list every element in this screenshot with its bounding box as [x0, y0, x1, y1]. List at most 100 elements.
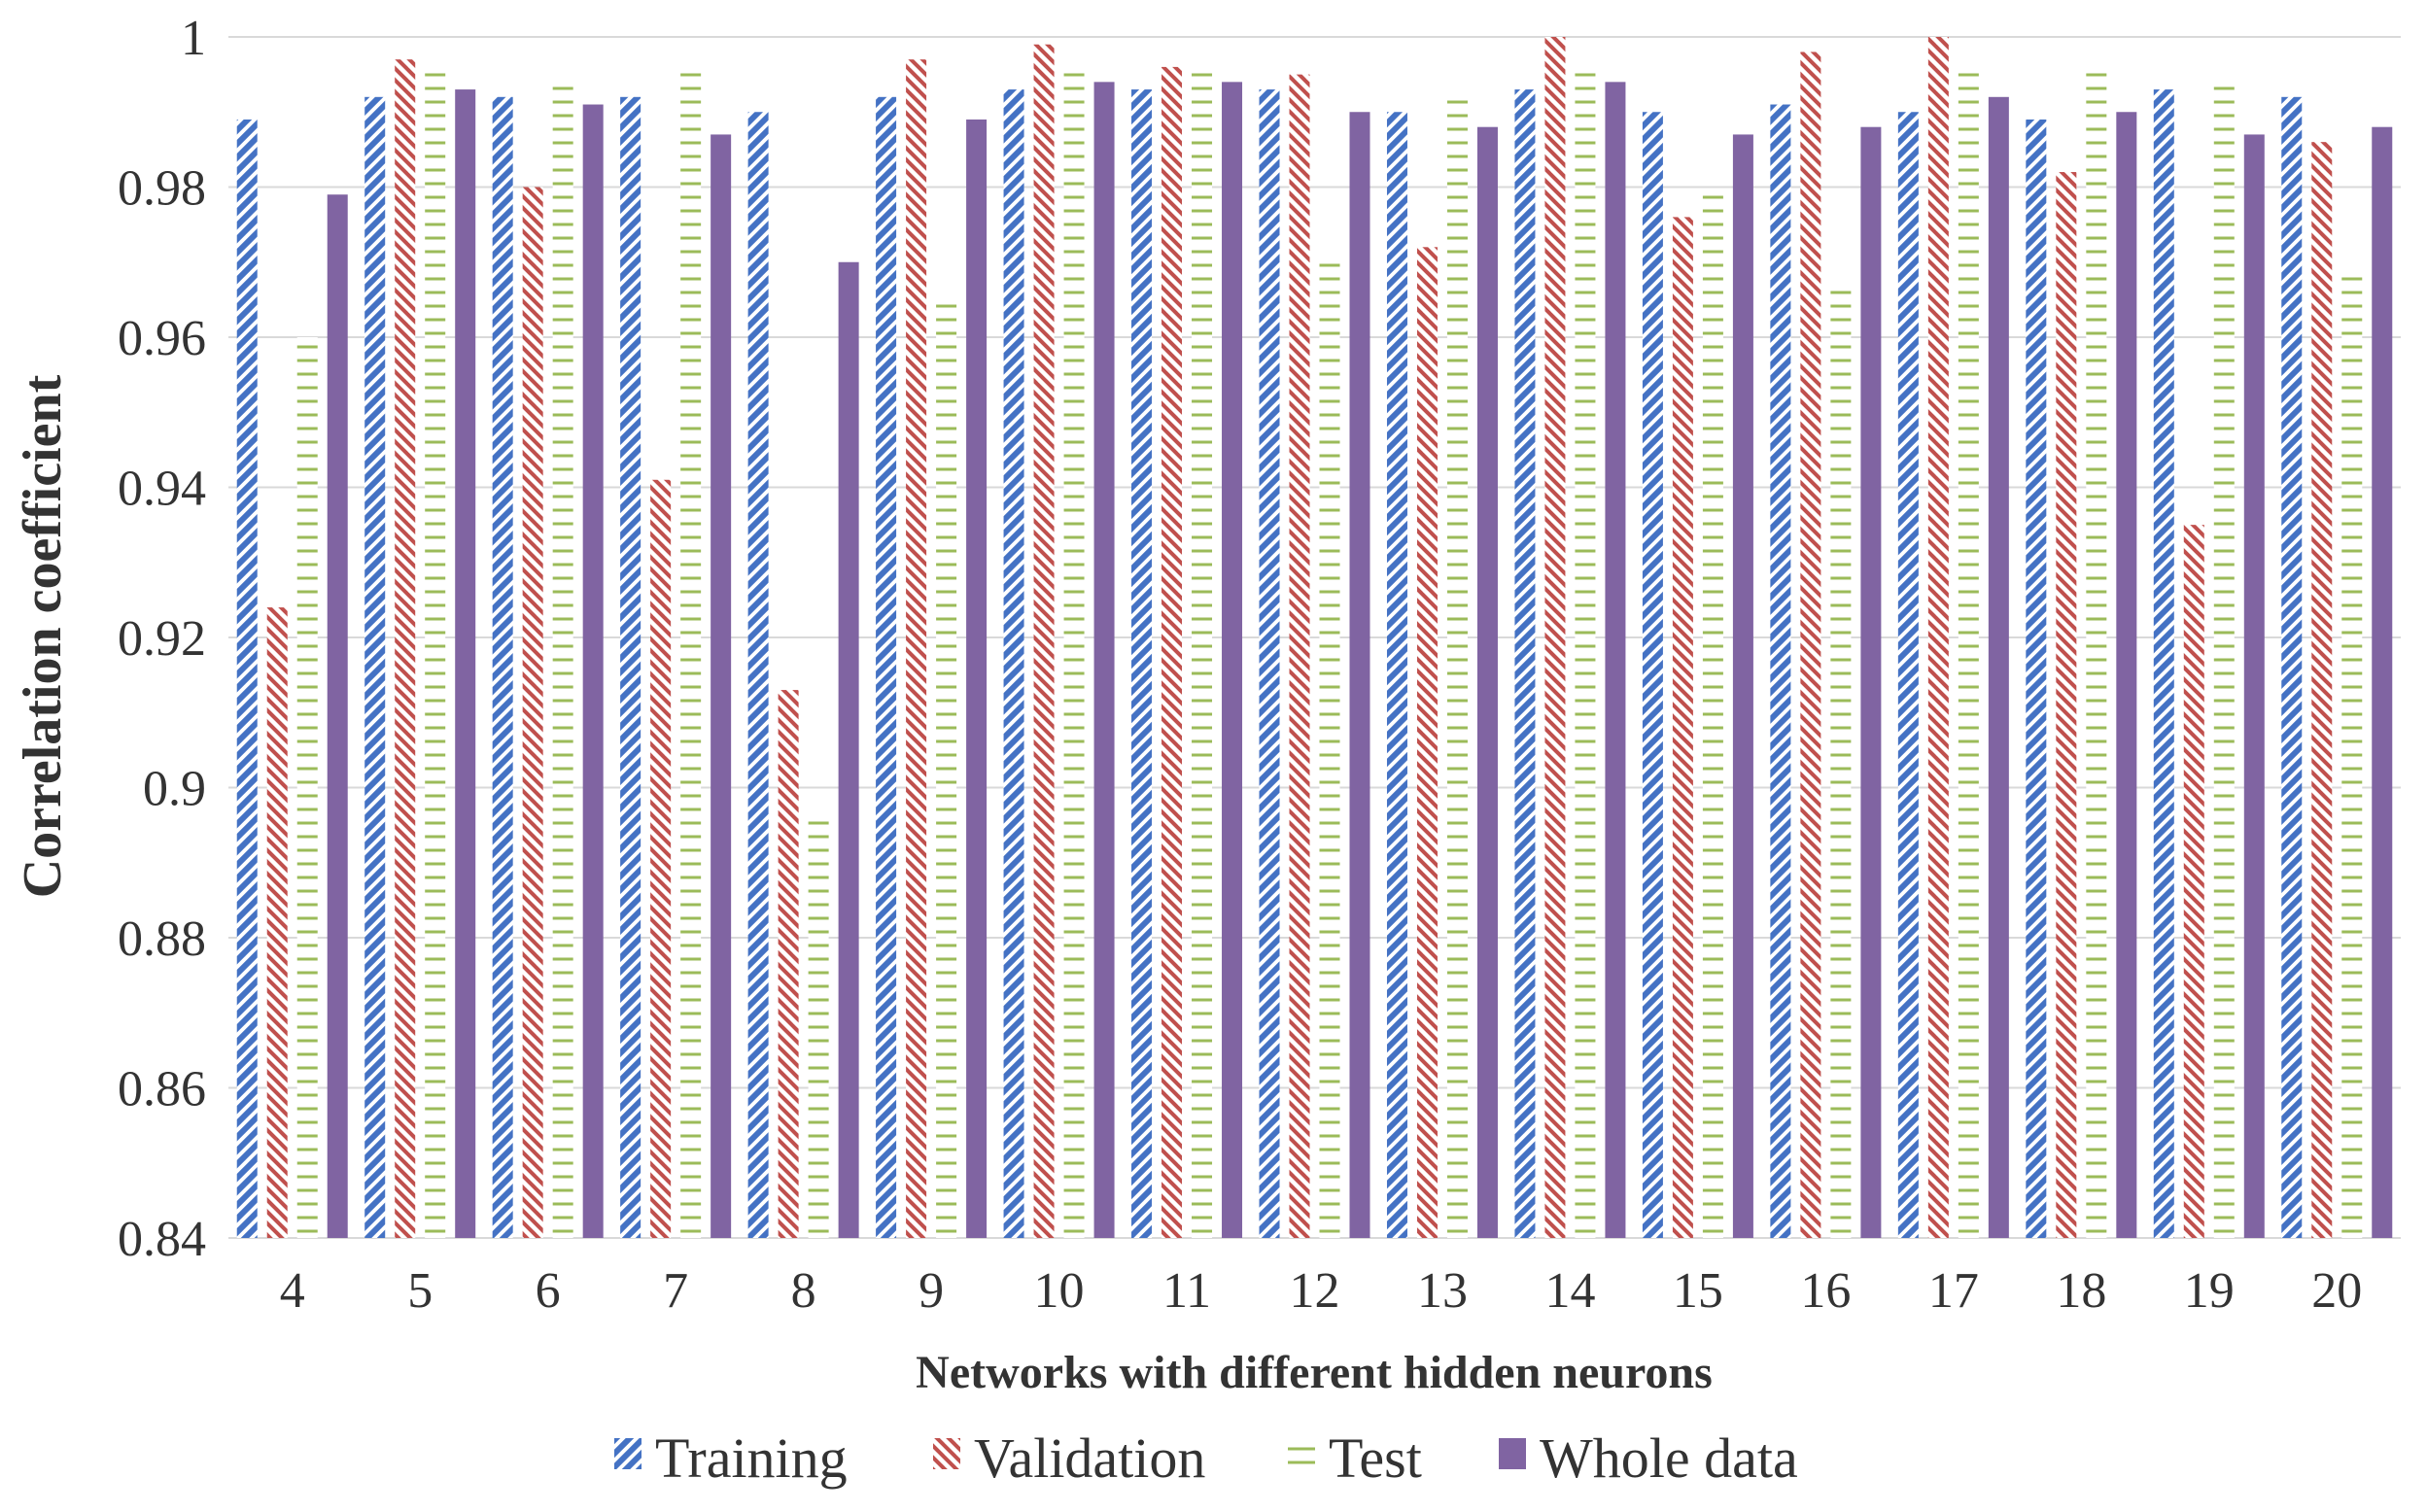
y-tick-label: 0.96 — [118, 311, 206, 366]
bar-training — [1770, 104, 1791, 1238]
bar-training — [1131, 89, 1153, 1239]
bar-training — [236, 119, 258, 1239]
bar-whole-data — [1860, 126, 1882, 1239]
y-tick-label: 0.9 — [143, 762, 206, 817]
bar-whole-data — [1732, 134, 1753, 1238]
bar-training — [492, 96, 513, 1238]
legend: Training Validation Test Whole data — [614, 1426, 1798, 1490]
y-tick-label: 0.84 — [118, 1212, 206, 1267]
bar-validation — [2056, 172, 2077, 1238]
x-tick-label: 15 — [1673, 1263, 1723, 1319]
bar-test — [2213, 82, 2235, 1239]
bar-test — [808, 817, 829, 1238]
bar-whole-data — [1222, 82, 1243, 1239]
x-axis-ticks: 4 5 6 7 8 9 10 11 12 13 14 15 16 17 18 19 20 — [280, 1263, 2363, 1319]
bar-training — [2153, 89, 2174, 1239]
bar-test — [936, 299, 957, 1238]
legend-label: Validation — [974, 1426, 1205, 1490]
bar-whole-data — [2116, 112, 2137, 1238]
legend-label: Test — [1329, 1426, 1422, 1490]
bar-whole-data — [1988, 96, 2009, 1238]
bar-validation — [1289, 74, 1310, 1238]
x-tick-label: 4 — [280, 1263, 305, 1319]
bar-validation — [2311, 142, 2333, 1238]
bar-training — [2026, 119, 2047, 1239]
bar-test — [1575, 66, 1596, 1238]
bar-whole-data — [582, 104, 604, 1238]
bar-validation — [1161, 66, 1183, 1238]
bar-validation — [1416, 247, 1438, 1239]
x-tick-label: 16 — [1800, 1263, 1851, 1319]
bar-test — [1830, 284, 1852, 1238]
bar-validation — [1672, 217, 1693, 1238]
bar-whole-data — [1093, 82, 1115, 1239]
x-tick-label: 8 — [791, 1263, 816, 1319]
x-tick-label: 9 — [919, 1263, 944, 1319]
bar-test — [2341, 277, 2363, 1238]
bar-training — [1003, 89, 1024, 1239]
x-tick-label: 17 — [1928, 1263, 1979, 1319]
bar-whole-data — [966, 119, 988, 1239]
bar-test — [552, 82, 573, 1239]
bar-whole-data — [327, 194, 348, 1239]
bar-test — [680, 66, 702, 1238]
bar-training — [747, 112, 769, 1238]
bar-validation — [1800, 52, 1821, 1239]
bar-validation — [778, 690, 799, 1238]
x-tick-label: 12 — [1290, 1263, 1340, 1319]
bar-test — [1446, 96, 1468, 1238]
bar-training — [1642, 112, 1663, 1238]
x-tick-label: 20 — [2311, 1263, 2362, 1319]
bar-training — [1514, 89, 1536, 1239]
y-tick-label: 1 — [181, 11, 206, 66]
x-axis-title: Networks with different hidden neurons — [916, 1347, 1713, 1398]
bar-test — [425, 66, 446, 1238]
y-tick-label: 0.98 — [118, 161, 206, 217]
bar-training — [1386, 112, 1407, 1238]
bar-test — [1063, 66, 1085, 1238]
bar-validation — [395, 59, 416, 1238]
y-tick-label: 0.88 — [118, 911, 206, 967]
x-tick-label: 14 — [1544, 1263, 1595, 1319]
bar-whole-data — [711, 134, 732, 1238]
bar-test — [1702, 194, 1723, 1239]
x-tick-label: 18 — [2056, 1263, 2106, 1319]
bar-validation — [266, 607, 288, 1238]
bar-training — [364, 96, 386, 1238]
legend-swatch — [614, 1438, 641, 1469]
bars — [236, 37, 2393, 1239]
legend-swatch — [933, 1438, 960, 1469]
bar-validation — [1544, 37, 1566, 1238]
bar-training — [1897, 112, 1919, 1238]
bar-validation — [650, 479, 672, 1238]
y-tick-label: 0.94 — [118, 462, 206, 517]
bar-validation — [1927, 37, 1949, 1238]
bar-validation — [2183, 525, 2204, 1238]
x-tick-label: 7 — [663, 1263, 688, 1319]
y-tick-label: 0.86 — [118, 1062, 206, 1117]
bar-validation — [906, 59, 927, 1238]
y-axis-title: Correlation coefficient — [13, 374, 73, 898]
bar-test — [1958, 66, 1979, 1238]
bar-test — [296, 337, 318, 1238]
x-tick-label: 10 — [1034, 1263, 1085, 1319]
x-tick-label: 11 — [1162, 1263, 1211, 1319]
legend-swatch — [1499, 1438, 1526, 1469]
bar-whole-data — [2243, 134, 2265, 1238]
bar-whole-data — [1349, 112, 1370, 1238]
x-tick-label: 13 — [1417, 1263, 1468, 1319]
bar-validation — [522, 187, 543, 1238]
bar-validation — [1033, 44, 1055, 1239]
bar-test — [1192, 66, 1213, 1238]
legend-label: Training — [655, 1426, 848, 1490]
bar-training — [876, 96, 897, 1238]
y-axis-ticks: 0.84 0.86 0.88 0.9 0.92 0.94 0.96 0.98 1 — [118, 11, 206, 1267]
bar-training — [620, 96, 641, 1238]
bar-whole-data — [1476, 126, 1498, 1239]
x-tick-label: 5 — [407, 1263, 433, 1319]
bar-whole-data — [838, 261, 859, 1238]
legend-label: Whole data — [1540, 1426, 1798, 1490]
y-tick-label: 0.92 — [118, 611, 206, 667]
bar-test — [1319, 255, 1340, 1238]
